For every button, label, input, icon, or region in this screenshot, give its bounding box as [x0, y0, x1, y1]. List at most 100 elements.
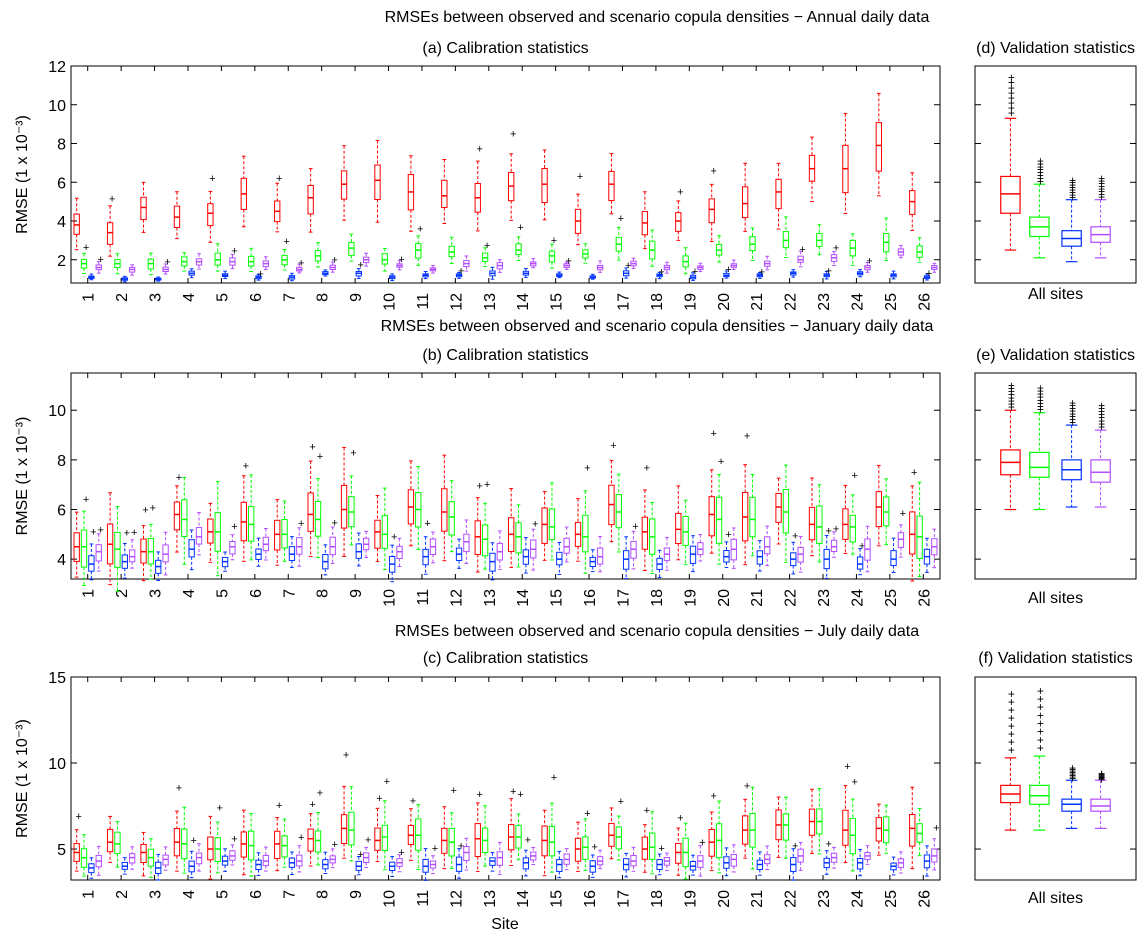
- outlier-marker: +: [317, 787, 323, 799]
- outlier-marker: +: [725, 529, 731, 541]
- validation-outlier: +: [1037, 163, 1044, 177]
- validation-outlier: +: [1008, 385, 1015, 399]
- validation-x-label: All sites: [1028, 286, 1083, 303]
- validation-outlier: +: [1098, 420, 1105, 434]
- outlier-marker: +: [792, 531, 798, 543]
- outlier-marker: +: [844, 761, 850, 773]
- x-tick-label: 20: [716, 589, 733, 607]
- validation-outlier: +: [1008, 727, 1015, 741]
- validation-outlier: +: [1008, 106, 1015, 120]
- box: [114, 831, 121, 855]
- box: [274, 830, 281, 859]
- outlier-marker: +: [592, 842, 598, 854]
- outlier-marker: +: [231, 833, 237, 845]
- x-tick-label: 12: [448, 589, 465, 607]
- x-tick-label: 24: [849, 293, 866, 311]
- y-tick-label: 12: [48, 59, 66, 76]
- outlier-marker: +: [484, 479, 490, 491]
- box: [274, 519, 281, 551]
- y-tick-label: 4: [57, 552, 66, 569]
- x-tick-label: 10: [382, 293, 399, 311]
- box: [890, 550, 897, 567]
- box: [782, 813, 790, 841]
- outlier-marker: +: [243, 460, 249, 472]
- validation-outlier: +: [1037, 381, 1044, 395]
- outlier-marker: +: [276, 173, 282, 185]
- validation-outlier: +: [1098, 408, 1105, 422]
- outlier-marker: +: [833, 243, 839, 255]
- outlier-marker: +: [618, 213, 624, 225]
- outlier-marker: +: [309, 799, 315, 811]
- box: [764, 536, 771, 555]
- outlier-marker: +: [551, 772, 557, 784]
- validation-outlier: +: [1069, 770, 1076, 784]
- validation-box: [1061, 798, 1082, 812]
- calibration-subtitle: (a) Calibration statistics: [422, 40, 588, 57]
- x-tick-label: 13: [482, 589, 499, 607]
- box: [181, 499, 188, 538]
- box: [548, 508, 556, 541]
- validation-subtitle: (d) Validation statistics: [976, 40, 1135, 57]
- validation-outlier: +: [1037, 174, 1044, 188]
- box: [340, 484, 348, 529]
- outlier-marker: +: [164, 256, 170, 268]
- outlier-marker: +: [257, 268, 263, 280]
- x-tick-label: 19: [682, 890, 699, 908]
- x-tick-label: 21: [749, 589, 766, 607]
- box: [374, 164, 381, 200]
- y-axis-label: RMSE (1 x 10⁻³): [14, 719, 31, 838]
- outlier-marker: +: [565, 256, 571, 268]
- outlier-marker: +: [792, 840, 798, 852]
- outlier-marker: +: [283, 236, 289, 248]
- validation-outlier: +: [1069, 404, 1076, 418]
- x-tick-label: 21: [749, 890, 766, 908]
- outlier-marker: +: [75, 811, 81, 823]
- box: [582, 514, 589, 553]
- outlier-marker: +: [825, 265, 831, 277]
- box: [849, 514, 856, 543]
- outlier-marker: +: [658, 843, 664, 855]
- validation-outlier: +: [1008, 391, 1015, 405]
- y-tick-label: 2: [57, 253, 66, 270]
- outlier-marker: +: [458, 840, 464, 852]
- validation-outlier: +: [1008, 388, 1015, 402]
- validation-outlier: +: [1037, 733, 1044, 747]
- validation-outlier: +: [1098, 182, 1105, 196]
- validation-outlier: +: [1069, 190, 1076, 204]
- validation-outlier: +: [1098, 404, 1105, 418]
- validation-outlier: +: [1098, 187, 1105, 201]
- validation-outlier: +: [1037, 160, 1044, 174]
- calibration-axes-frame: [70, 65, 941, 284]
- box: [875, 491, 883, 528]
- outlier-marker: +: [759, 266, 765, 278]
- validation-outlier: +: [1008, 71, 1015, 85]
- y-tick-label: 4: [57, 214, 66, 231]
- box: [340, 170, 348, 200]
- x-tick-label: 16: [582, 890, 599, 908]
- outlier-marker: +: [142, 504, 148, 516]
- x-tick-label: 22: [783, 293, 800, 311]
- validation-outlier: +: [1037, 384, 1044, 398]
- x-tick-label: 4: [181, 293, 198, 302]
- outlier-marker: +: [625, 260, 631, 272]
- validation-outlier: +: [1098, 411, 1105, 425]
- outlier-marker: +: [432, 843, 438, 855]
- outlier-marker: +: [358, 260, 364, 272]
- outlier-marker: +: [376, 793, 382, 805]
- validation-outlier: +: [1037, 403, 1044, 417]
- box: [441, 179, 448, 208]
- box: [756, 550, 764, 565]
- validation-outlier: +: [1037, 168, 1044, 182]
- x-tick-label: 17: [615, 589, 632, 607]
- box: [463, 846, 470, 862]
- validation-outlier: +: [1037, 387, 1044, 401]
- outlier-marker: +: [209, 173, 215, 185]
- validation-outlier: +: [1098, 767, 1105, 781]
- x-tick-label: 3: [148, 589, 165, 598]
- x-tick-label: 2: [114, 890, 131, 899]
- x-tick-label: 7: [281, 293, 298, 302]
- x-tick-label: 12: [448, 293, 465, 311]
- validation-outlier: +: [1069, 415, 1076, 429]
- box: [548, 825, 556, 857]
